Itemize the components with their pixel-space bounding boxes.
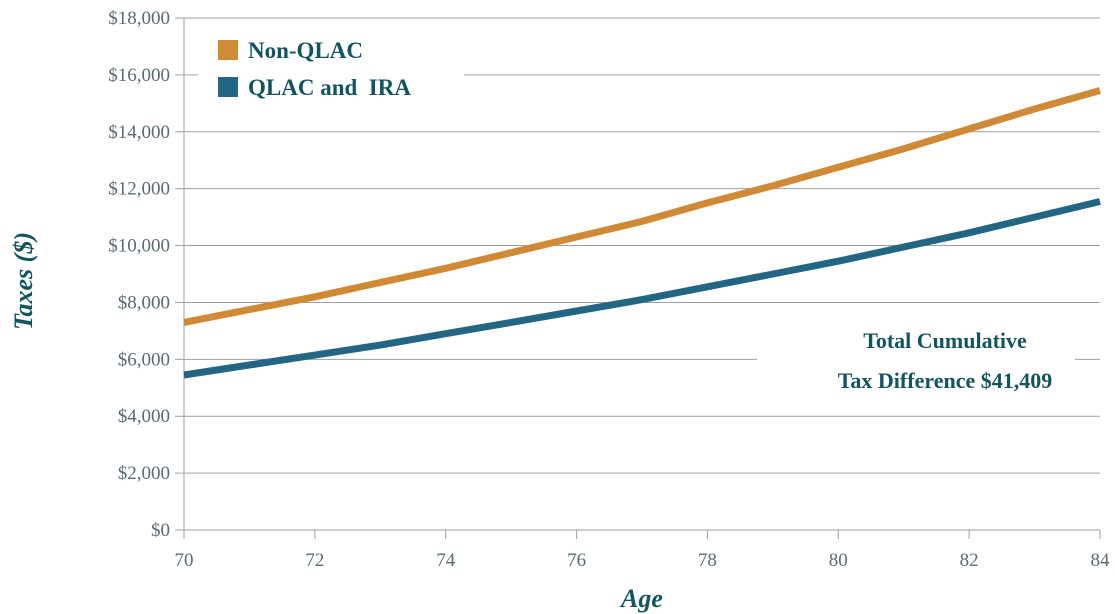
- x-tick-label: 72: [305, 550, 324, 571]
- y-tick-label: $10,000: [108, 236, 170, 257]
- x-tick-label: 80: [829, 550, 848, 571]
- x-tick-label: 82: [960, 550, 979, 571]
- y-axis: $0 $2,000 $4,000 $6,000 $8,000 $10,000 $12,000…: [108, 8, 185, 541]
- y-tick-label: $8,000: [118, 292, 170, 313]
- legend-background: [198, 30, 464, 106]
- legend-swatch-non-qlac: [218, 40, 238, 60]
- y-tick-label: $14,000: [108, 122, 170, 143]
- legend-label-qlac-ira: QLAC and IRA: [248, 75, 411, 100]
- series-line-1: [183, 198, 1101, 379]
- annotation-line-1: Total Cumulative: [863, 328, 1027, 353]
- y-tick-label: $12,000: [108, 179, 170, 200]
- annotation-line-2: Tax Difference $41,409: [838, 368, 1052, 393]
- y-tick-label: $6,000: [118, 349, 170, 370]
- y-tick-label: $2,000: [118, 463, 170, 484]
- annotation: Total Cumulative Tax Difference $41,409: [838, 328, 1052, 393]
- series-line-0: [183, 87, 1101, 326]
- x-tick-label: 84: [1091, 550, 1111, 571]
- x-tick-label: 78: [698, 550, 717, 571]
- legend: Non-QLAC QLAC and IRA: [218, 38, 411, 100]
- annotation-background: [757, 318, 1075, 406]
- x-axis-title: Age: [619, 584, 663, 613]
- y-tick-label: $4,000: [118, 406, 170, 427]
- legend-swatch-qlac-ira: [218, 77, 238, 97]
- y-tick-label: $0: [151, 520, 170, 541]
- series-lines: [183, 87, 1101, 379]
- y-tick-label: $18,000: [108, 8, 170, 29]
- x-tick-label: 70: [175, 550, 194, 571]
- x-tick-label: 76: [567, 550, 586, 571]
- legend-label-non-qlac: Non-QLAC: [248, 38, 363, 63]
- y-axis-title: Taxes ($): [9, 232, 38, 330]
- y-tick-label: $16,000: [108, 65, 170, 86]
- x-axis: 70 72 74 76 78 80 82 84: [175, 530, 1111, 571]
- x-tick-label: 74: [436, 550, 456, 571]
